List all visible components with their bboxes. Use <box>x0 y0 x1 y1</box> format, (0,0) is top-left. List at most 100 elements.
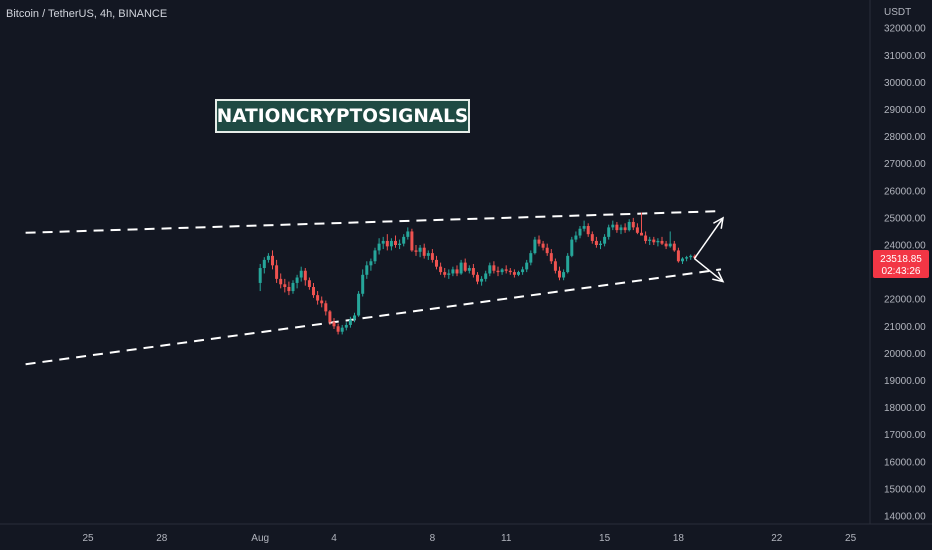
candle-body <box>635 227 639 233</box>
candle-body <box>287 287 291 292</box>
candle-body <box>275 265 279 279</box>
candle-body <box>500 269 504 273</box>
candle-body <box>361 274 365 294</box>
candle-body <box>430 253 434 260</box>
candle-body <box>578 228 582 236</box>
time-tick-label: 22 <box>771 533 783 544</box>
time-tick-label: 8 <box>430 533 436 544</box>
candle-body <box>365 265 369 275</box>
candle-body <box>381 240 385 244</box>
candle-body <box>668 243 672 247</box>
candle-body <box>656 240 660 243</box>
candle-body <box>631 221 635 228</box>
candle-body <box>623 227 627 231</box>
price-tick-label: 27000.00 <box>884 159 926 170</box>
price-tick-label: 32000.00 <box>884 24 926 35</box>
candle-body <box>406 231 410 237</box>
candle-body <box>262 259 266 269</box>
price-axis[interactable]: 14000.00 15000.00 16000.00 17000.00 18000.00… <box>884 24 926 523</box>
candle-body <box>644 235 648 241</box>
candle-body <box>570 239 574 256</box>
candle-body <box>295 277 299 283</box>
candle-body <box>389 240 393 247</box>
price-tick-label: 22000.00 <box>884 295 926 306</box>
candle-body <box>615 224 619 231</box>
price-tick-label: 24000.00 <box>884 241 926 252</box>
candles <box>258 212 697 335</box>
time-axis[interactable]: 25 28 Aug 4 8 11 15 18 22 25 <box>82 533 856 544</box>
price-tick-label: 25000.00 <box>884 213 926 224</box>
candle-body <box>689 255 693 258</box>
candle-body <box>303 270 307 281</box>
price-tick-label: 21000.00 <box>884 322 926 333</box>
candle-body <box>435 259 438 267</box>
candle-body <box>418 247 422 252</box>
time-tick-label: 15 <box>599 533 611 544</box>
candle-body <box>439 266 443 273</box>
candle-body <box>582 226 586 229</box>
candle-body <box>385 240 389 247</box>
candle-body <box>484 273 488 279</box>
candle-body <box>496 270 500 273</box>
candle-body <box>652 239 656 243</box>
candle-body <box>471 268 475 275</box>
candle-body <box>611 224 615 228</box>
candle-body <box>340 327 344 332</box>
candle-body <box>271 255 274 266</box>
arrow-head <box>712 271 725 283</box>
candle-body <box>353 315 356 320</box>
candle-body <box>447 273 451 275</box>
candle-body <box>312 287 315 296</box>
candle-body <box>627 221 631 231</box>
candle-body <box>328 311 332 323</box>
candle-body <box>369 261 373 266</box>
candle-body <box>549 253 553 262</box>
candle-body <box>533 239 537 254</box>
candle-body <box>553 261 557 271</box>
candle-body <box>258 268 262 283</box>
candle-body <box>541 243 545 248</box>
price-tick-label: 15000.00 <box>884 484 926 495</box>
candle-body <box>324 303 328 312</box>
trendline-upper <box>25 210 722 234</box>
candle-body <box>422 247 426 256</box>
price-tick-label: 14000.00 <box>884 512 926 523</box>
candle-body <box>426 253 430 256</box>
price-axis-unit: USDT <box>884 7 911 18</box>
candle-body <box>410 231 414 251</box>
candle-body <box>459 262 463 274</box>
candle-body <box>517 272 520 275</box>
candle-body <box>664 243 668 247</box>
candle-body <box>640 232 643 236</box>
candle-body <box>455 269 459 274</box>
candle-body <box>594 240 598 245</box>
candle-body <box>299 270 303 278</box>
arrow-head <box>713 216 724 229</box>
price-tick-label: 26000.00 <box>884 186 926 197</box>
price-tick-label: 30000.00 <box>884 78 926 89</box>
candle-body <box>357 293 361 316</box>
candle-body <box>537 239 541 244</box>
candle-body <box>607 227 611 237</box>
candle-body <box>266 255 270 260</box>
candle-body <box>685 257 689 259</box>
bar-countdown: 02:43:26 <box>882 266 921 277</box>
price-tick-label: 28000.00 <box>884 132 926 143</box>
price-tick-label: 17000.00 <box>884 430 926 441</box>
symbol-title[interactable]: Bitcoin / TetherUS, 4h, BINANCE <box>6 8 168 20</box>
candle-body <box>344 324 348 328</box>
arrow-shaft <box>693 257 724 283</box>
candle-body <box>488 265 492 274</box>
candle-body <box>504 269 508 271</box>
projection-arrows <box>693 216 725 283</box>
time-tick-label: 11 <box>501 533 512 544</box>
candle-body <box>529 253 533 263</box>
candle-body <box>332 322 336 327</box>
candle-body <box>521 269 525 273</box>
candle-body <box>451 269 455 274</box>
candle-body <box>508 270 512 273</box>
candle-body <box>414 250 418 252</box>
candle-body <box>480 278 484 282</box>
candle-body <box>566 255 570 273</box>
